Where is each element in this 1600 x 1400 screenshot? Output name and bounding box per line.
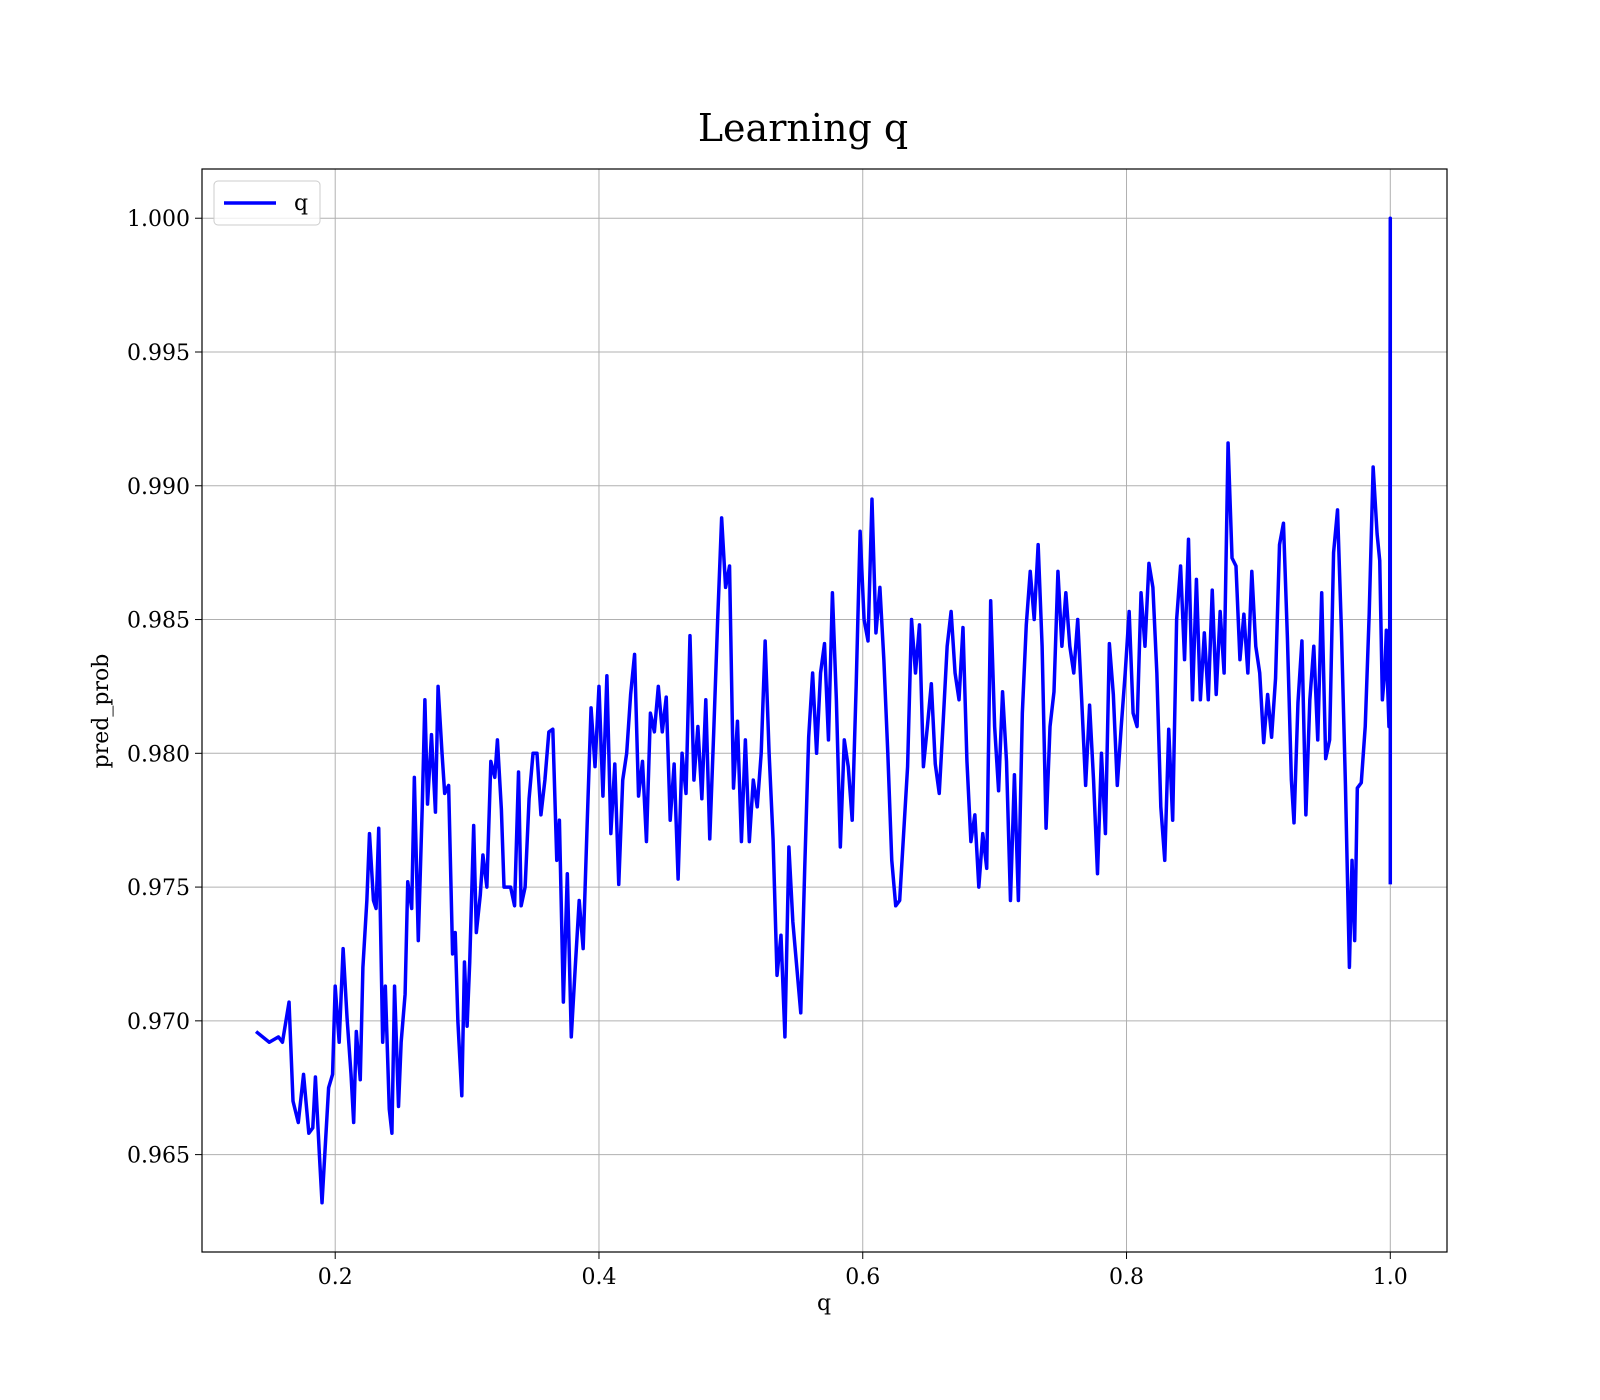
data-line: [254, 216, 1393, 1205]
y-tick-label: 0.975: [127, 876, 190, 901]
x-axis-label: q: [817, 1291, 831, 1316]
y-axis-label: pred_prob: [89, 654, 114, 769]
y-tick-label: 0.965: [127, 1144, 190, 1169]
y-tick-label: 0.985: [127, 609, 190, 634]
x-tick-label: 0.6: [845, 1265, 880, 1290]
y-tick-label: 0.990: [127, 475, 190, 500]
x-tick-label: 0.8: [1109, 1265, 1144, 1290]
x-tick-label: 1.0: [1373, 1265, 1408, 1290]
plot-frame: [201, 168, 1448, 1253]
x-tick-label: 0.4: [581, 1265, 616, 1290]
y-tick-label: 1.000: [127, 207, 190, 232]
y-tick-label: 0.980: [127, 742, 190, 767]
y-tick-label: 0.995: [127, 341, 190, 366]
legend-label: q: [294, 191, 308, 216]
x-tick-label: 0.2: [318, 1265, 353, 1290]
y-tick-label: 0.970: [127, 1010, 190, 1035]
chart-title: Learning q: [698, 106, 908, 150]
